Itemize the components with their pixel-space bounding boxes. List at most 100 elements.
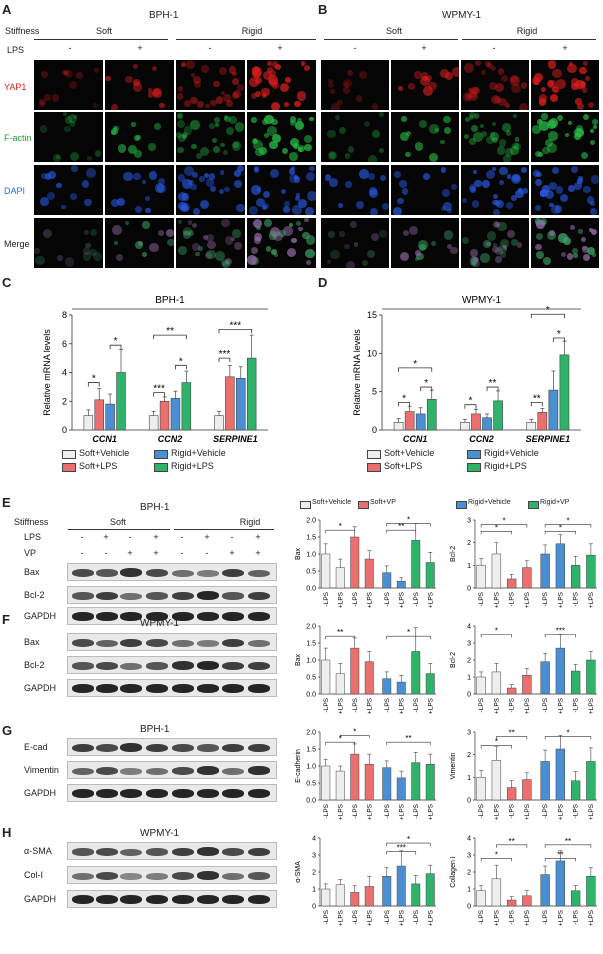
legend-label: Soft+LPS bbox=[384, 461, 423, 471]
cell-stain bbox=[495, 199, 504, 209]
cell-stain bbox=[159, 102, 165, 109]
significance-label: ** bbox=[509, 837, 515, 846]
cell-stain bbox=[493, 199, 500, 206]
cell-stain bbox=[468, 114, 475, 120]
cell-stain bbox=[428, 152, 439, 162]
cell-stain bbox=[224, 115, 231, 123]
cell-stain bbox=[326, 259, 331, 264]
cell-stain bbox=[422, 85, 433, 96]
legend-label: Soft+Vehicle bbox=[312, 499, 352, 506]
cell-stain bbox=[502, 155, 511, 162]
category-label: +LPS bbox=[398, 909, 405, 926]
protein-band bbox=[197, 661, 219, 670]
cell-stain bbox=[190, 73, 195, 78]
significance-bracket bbox=[496, 736, 528, 740]
bar bbox=[159, 400, 170, 431]
cell-stain bbox=[65, 70, 74, 79]
cell-stain bbox=[201, 64, 210, 73]
cell-stain bbox=[288, 168, 296, 176]
cell-stain bbox=[284, 77, 291, 84]
vp-sign: - bbox=[80, 548, 84, 558]
significance-label: * bbox=[495, 738, 498, 747]
panel-f-letter: F bbox=[2, 612, 10, 627]
y-axis-label: Bax bbox=[295, 653, 302, 666]
cell-stain bbox=[347, 146, 355, 153]
category-label: +LPS bbox=[427, 591, 434, 608]
significance-bracket bbox=[153, 334, 187, 340]
category-label: -LPS bbox=[323, 697, 330, 712]
bar bbox=[411, 883, 421, 907]
cell-stain bbox=[309, 165, 315, 172]
bar bbox=[586, 761, 596, 801]
category-label: -LPS bbox=[352, 697, 359, 712]
micrograph-image bbox=[461, 165, 529, 215]
panel-b-title: WPMY-1 bbox=[442, 10, 482, 21]
cell-stain bbox=[114, 126, 119, 131]
category-label: -LPS bbox=[542, 591, 549, 606]
cell-stain bbox=[567, 64, 577, 74]
micrograph-image bbox=[391, 60, 459, 110]
cell-stain bbox=[547, 60, 557, 69]
cell-stain bbox=[470, 255, 479, 265]
cell-stain bbox=[442, 115, 451, 124]
legend-swatch bbox=[154, 450, 168, 459]
cell-stain bbox=[344, 243, 350, 250]
cell-stain bbox=[346, 69, 353, 77]
cell-stain bbox=[205, 177, 215, 187]
y-tick-label: 4 bbox=[312, 836, 316, 843]
cell-stain bbox=[510, 75, 521, 86]
cell-stain bbox=[133, 63, 139, 69]
cell-stain bbox=[345, 260, 356, 268]
cell-stain bbox=[218, 67, 227, 76]
category-label: -LPS bbox=[573, 697, 580, 712]
cell-stain bbox=[44, 173, 52, 180]
cell-stain bbox=[502, 122, 512, 132]
protein-band bbox=[197, 847, 219, 856]
legend-label: Rigid+LPS bbox=[484, 461, 527, 471]
protein-band bbox=[222, 684, 244, 693]
cell-stain bbox=[231, 228, 241, 238]
cell-stain bbox=[428, 81, 437, 91]
lps-sign: - bbox=[128, 532, 132, 542]
protein-band bbox=[96, 569, 118, 577]
panel-b-letter: B bbox=[318, 2, 328, 17]
cell-stain bbox=[328, 152, 336, 160]
significance-label: * bbox=[495, 850, 498, 859]
cell-stain bbox=[479, 123, 484, 128]
cell-stain bbox=[564, 132, 569, 137]
cell-stain bbox=[590, 201, 596, 207]
cell-stain bbox=[532, 124, 541, 134]
significance-label: * bbox=[353, 727, 356, 736]
cell-stain bbox=[94, 68, 99, 74]
cell-stain bbox=[497, 221, 507, 232]
cell-stain bbox=[223, 94, 232, 103]
cell-stain bbox=[207, 240, 217, 250]
cell-stain bbox=[141, 179, 146, 185]
cell-stain bbox=[551, 167, 560, 175]
bar bbox=[116, 372, 126, 431]
category-label: +LPS bbox=[366, 697, 373, 714]
protein-band bbox=[72, 872, 94, 880]
protein-band bbox=[248, 743, 270, 752]
vp-sign: - bbox=[205, 548, 209, 558]
cell-stain bbox=[111, 224, 122, 235]
y-tick-label: 0.5 bbox=[306, 569, 316, 576]
cell-stain bbox=[64, 125, 72, 133]
cell-stain bbox=[570, 224, 576, 230]
cell-stain bbox=[265, 246, 272, 252]
cell-stain bbox=[491, 66, 497, 72]
cell-stain bbox=[502, 245, 508, 250]
quant-chart-vimentin: 0 1 2 3 Vimentin -LPS +LPS -LPS +LPS -LPS +LPS -LPS… bbox=[450, 729, 597, 820]
cell-stain bbox=[400, 132, 410, 142]
bar bbox=[321, 659, 331, 695]
bar bbox=[493, 400, 503, 431]
category-label: -LPS bbox=[573, 803, 580, 818]
y-tick-label: 0.5 bbox=[306, 781, 316, 788]
cell-stain bbox=[142, 251, 148, 257]
significance-label: * bbox=[114, 336, 118, 347]
y-tick-label: 6 bbox=[62, 339, 67, 349]
protein-band bbox=[172, 895, 194, 904]
cell-stain bbox=[520, 82, 528, 90]
bar bbox=[491, 671, 502, 695]
cell-stain bbox=[236, 165, 244, 173]
